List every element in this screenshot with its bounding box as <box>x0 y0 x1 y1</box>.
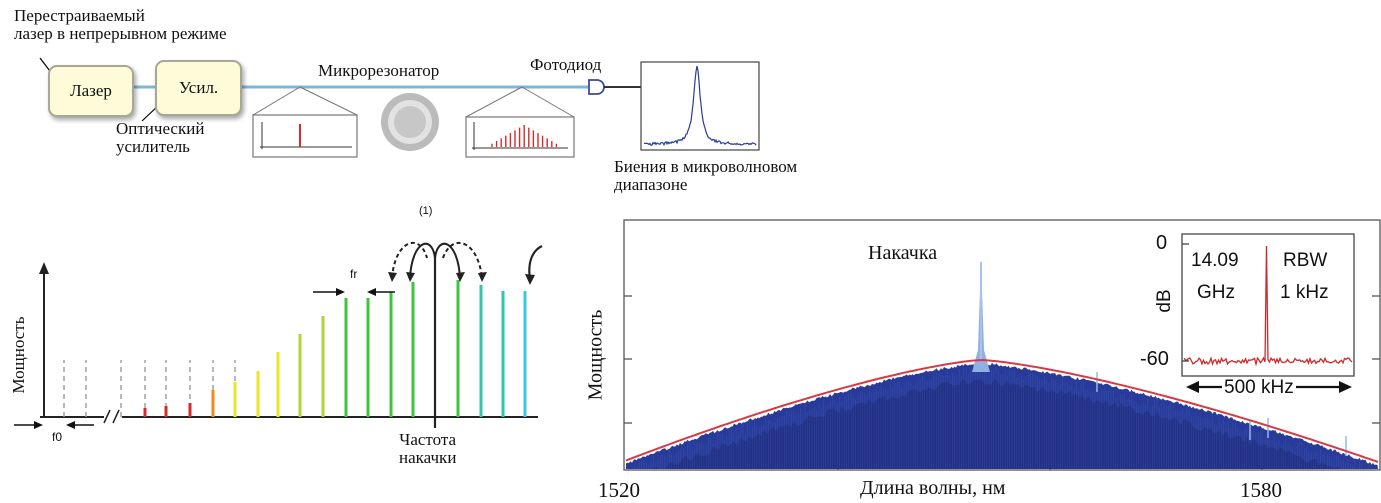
spectrum-xlabel: Длина волны, нм <box>860 477 1005 500</box>
x-tick-1520: 1520 <box>598 478 640 503</box>
inset-freq-unit: GHz <box>1197 282 1235 304</box>
inset-tick-minus60: -60 <box>1140 348 1169 371</box>
x-tick-1580: 1580 <box>1240 478 1282 503</box>
pump-peak-label: Накачка <box>868 242 937 265</box>
inset-rbw-label: RBW <box>1283 250 1327 272</box>
inset-ylabel-wrap: dB <box>1150 286 1180 316</box>
inset-span-label: 500 kHz <box>1222 377 1296 399</box>
inset-ylabel: dB <box>1154 289 1176 312</box>
inset-rbw-value: 1 kHz <box>1280 282 1329 304</box>
spectrum-ylabel: Мощность <box>585 310 608 401</box>
inset-freq-value: 14.09 <box>1191 250 1239 272</box>
spectrum-ylabel-wrap: Мощность <box>578 290 614 420</box>
inset-tick-0: 0 <box>1156 232 1167 255</box>
